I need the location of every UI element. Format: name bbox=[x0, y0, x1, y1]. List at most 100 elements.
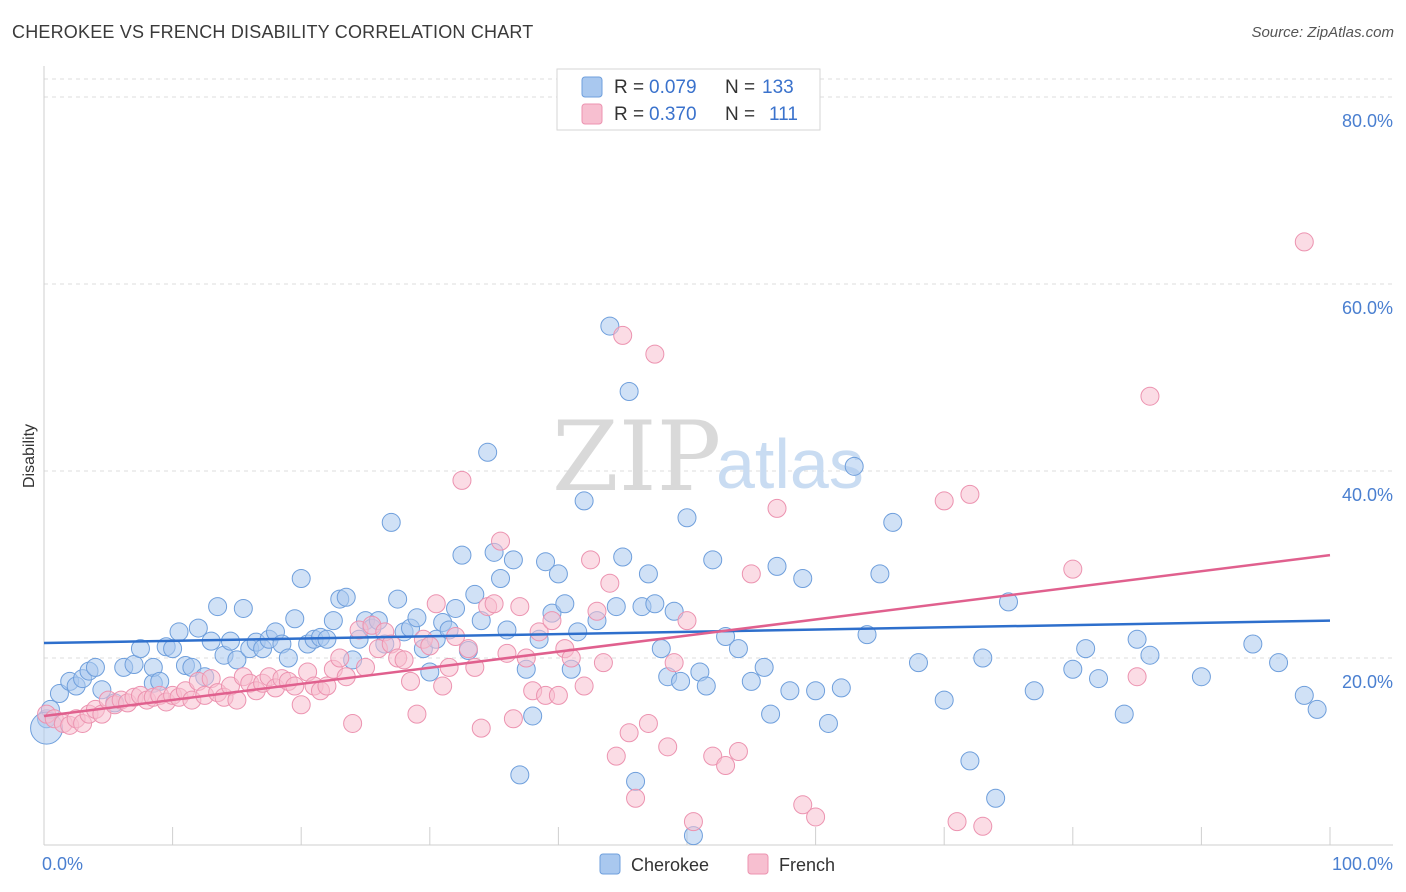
french-trend-line bbox=[43, 553, 1331, 718]
x-tick-label-100: 100.0% bbox=[1332, 854, 1393, 874]
french-point-105 bbox=[947, 812, 967, 832]
french-point-60 bbox=[426, 594, 446, 614]
cherokee-point-28 bbox=[233, 598, 253, 618]
cherokee-point-124 bbox=[1089, 669, 1109, 689]
cherokee-point-73 bbox=[523, 706, 543, 726]
cherokee-point-120 bbox=[999, 592, 1018, 612]
french-point-97 bbox=[703, 746, 723, 766]
cherokee-point-21 bbox=[188, 618, 208, 638]
cherokee-point-80 bbox=[568, 622, 588, 642]
french-point-74 bbox=[516, 648, 536, 668]
x-tick-label-0: 0.0% bbox=[42, 854, 83, 874]
cherokee-point-89 bbox=[638, 564, 658, 584]
cherokee-point-55 bbox=[407, 608, 427, 628]
french-point-110 bbox=[1140, 386, 1160, 406]
french-point-91 bbox=[638, 713, 658, 733]
cherokee-point-123 bbox=[1076, 639, 1096, 659]
french-point-72 bbox=[503, 709, 523, 729]
french-point-70 bbox=[491, 531, 511, 551]
french-point-96 bbox=[683, 812, 703, 832]
y-tick-labels: 20.0% 40.0% 60.0% 80.0% bbox=[1342, 111, 1393, 692]
cherokee-point-117 bbox=[960, 751, 980, 771]
cherokee-point-109 bbox=[818, 713, 838, 733]
french-point-86 bbox=[600, 573, 620, 593]
cherokee-point-104 bbox=[761, 704, 781, 724]
legend-swatch-cherokee bbox=[581, 76, 603, 98]
french-points bbox=[37, 232, 1314, 836]
y-tick-label-40: 40.0% bbox=[1342, 485, 1393, 505]
cherokee-point-90 bbox=[645, 594, 665, 614]
french-point-102 bbox=[793, 795, 813, 815]
french-point-90 bbox=[626, 788, 646, 808]
french-point-89 bbox=[619, 723, 639, 743]
chart-title: CHEROKEE VS FRENCH DISABILITY CORRELATIO… bbox=[12, 22, 534, 42]
french-point-67 bbox=[471, 718, 491, 738]
cherokee-point-111 bbox=[844, 456, 864, 476]
legend-r-value-french: 0.370 bbox=[649, 104, 697, 125]
french-point-95 bbox=[677, 611, 697, 631]
french-point-57 bbox=[407, 704, 427, 724]
cherokee-point-12 bbox=[130, 639, 150, 659]
cherokee-point-2 bbox=[49, 684, 69, 704]
french-point-49 bbox=[356, 657, 375, 677]
french-point-107 bbox=[973, 816, 993, 836]
french-point-92 bbox=[645, 344, 665, 364]
cherokee-point-64 bbox=[465, 584, 485, 604]
watermark-atlas: atlas bbox=[716, 425, 864, 503]
cherokee-point-83 bbox=[600, 316, 620, 336]
french-point-64 bbox=[452, 470, 472, 490]
cherokee-point-24 bbox=[208, 597, 228, 617]
cherokee-point-52 bbox=[388, 589, 408, 609]
cherokee-point-84 bbox=[606, 597, 626, 617]
cherokee-point-7 bbox=[85, 657, 105, 677]
french-point-104 bbox=[934, 491, 954, 511]
legend-n-value-french: 111 bbox=[769, 104, 798, 125]
cherokee-point-94 bbox=[671, 671, 691, 691]
cherokee-point-86 bbox=[619, 382, 639, 402]
cherokee-point-36 bbox=[285, 609, 305, 629]
cherokee-point-87 bbox=[626, 771, 646, 791]
cherokee-point-113 bbox=[870, 564, 890, 584]
cherokee-point-129 bbox=[1243, 634, 1263, 654]
y-tick-label-20: 20.0% bbox=[1342, 672, 1393, 692]
cherokee-point-115 bbox=[908, 653, 928, 673]
french-point-39 bbox=[291, 695, 311, 715]
cherokee-point-125 bbox=[1114, 704, 1134, 724]
cherokee-point-102 bbox=[741, 671, 761, 691]
french-point-100 bbox=[741, 564, 761, 584]
series-legend: Cherokee French bbox=[599, 853, 835, 875]
french-point-111 bbox=[1294, 232, 1314, 252]
cherokee-point-131 bbox=[1294, 685, 1314, 705]
cherokee-point-126 bbox=[1127, 629, 1147, 649]
stats-legend: R = 0.079 N = 133 R = 0.370 N = 111 bbox=[556, 68, 821, 131]
cherokee-point-105 bbox=[767, 556, 787, 576]
cherokee-point-112 bbox=[857, 625, 877, 645]
legend-n-label-cherokee: N = bbox=[725, 77, 755, 98]
french-point-61 bbox=[433, 676, 453, 696]
french-point-79 bbox=[548, 685, 568, 705]
cherokee-point-66 bbox=[478, 442, 498, 462]
cherokee-point-85 bbox=[613, 547, 633, 567]
french-point-94 bbox=[664, 653, 684, 673]
french-point-98 bbox=[716, 756, 736, 776]
french-point-93 bbox=[658, 737, 678, 757]
french-point-99 bbox=[728, 742, 748, 761]
cherokee-point-122 bbox=[1063, 659, 1083, 679]
cherokee-point-51 bbox=[381, 512, 401, 532]
cherokee-point-103 bbox=[754, 657, 774, 677]
cherokee-point-42 bbox=[323, 611, 343, 631]
cherokee-point-101 bbox=[728, 639, 748, 659]
cherokee-point-108 bbox=[806, 681, 826, 701]
cherokee-point-99 bbox=[703, 550, 723, 570]
french-point-88 bbox=[613, 325, 633, 345]
cherokee-point-127 bbox=[1140, 645, 1160, 665]
y-axis-label: Disability bbox=[21, 424, 38, 488]
legend-n-label-french: N = bbox=[725, 104, 755, 125]
legend-r-value-cherokee: 0.079 bbox=[649, 77, 697, 98]
french-point-108 bbox=[1063, 559, 1083, 579]
french-point-84 bbox=[587, 601, 607, 621]
cherokee-point-106 bbox=[780, 681, 800, 701]
french-point-101 bbox=[767, 498, 787, 518]
french-point-45 bbox=[330, 648, 350, 668]
french-point-65 bbox=[458, 639, 478, 659]
